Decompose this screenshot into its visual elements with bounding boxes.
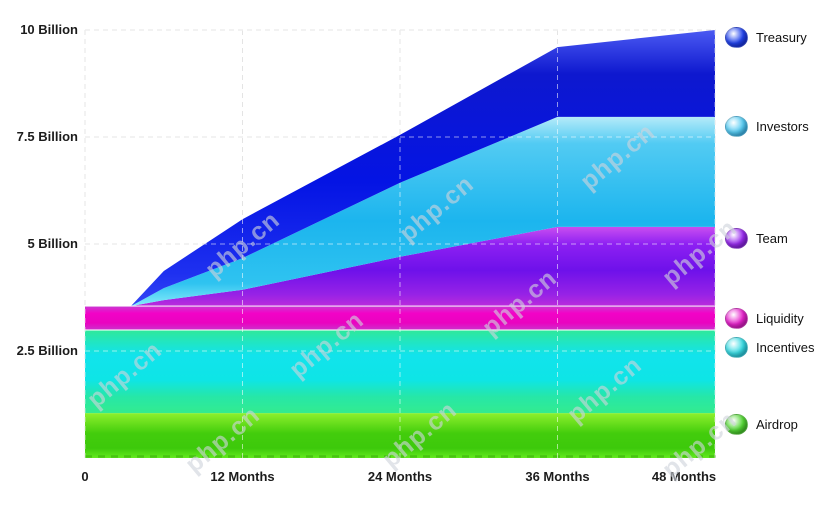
x-tick-label: 0 (81, 469, 89, 484)
legend-item-incentives[interactable]: Incentives (725, 336, 815, 358)
area-team (130, 226, 715, 307)
y-tick-label: 2.5 Billion (16, 343, 78, 358)
area-treasury (130, 30, 715, 307)
x-tick-label: 36 Months (525, 469, 590, 484)
legend-label: Investors (756, 118, 809, 134)
area-investors (130, 116, 715, 307)
legend-label: Team (756, 230, 788, 246)
treasury-sphere-icon (725, 26, 748, 48)
legend-item-treasury[interactable]: Treasury (725, 26, 807, 48)
x-tick-label: 48 Months (651, 469, 717, 484)
airdrop-sphere-icon (725, 413, 748, 435)
legend-label: Airdrop (756, 416, 798, 432)
legend-item-airdrop[interactable]: Airdrop (725, 413, 798, 435)
investors-sphere-icon (725, 115, 748, 137)
gridlines-over (84, 29, 716, 458)
legend-item-investors[interactable]: Investors (725, 115, 809, 137)
legend-label: Liquidity (756, 310, 804, 326)
y-tick-label: 5 Billion (27, 236, 78, 251)
legend-label: Treasury (756, 29, 807, 45)
legend-label: Incentives (756, 339, 815, 355)
y-tick-label: 10 Billion (20, 22, 78, 37)
x-tick-label: 12 Months (210, 469, 275, 484)
x-tick-label: 24 Months (367, 469, 433, 484)
liquidity-sphere-icon (725, 307, 748, 329)
y-tick-label: 7.5 Billion (16, 129, 78, 144)
legend-item-team[interactable]: Team (725, 227, 788, 249)
incentives-sphere-icon (725, 336, 748, 358)
legend-item-liquidity[interactable]: Liquidity (725, 307, 804, 329)
team-sphere-icon (725, 227, 748, 249)
